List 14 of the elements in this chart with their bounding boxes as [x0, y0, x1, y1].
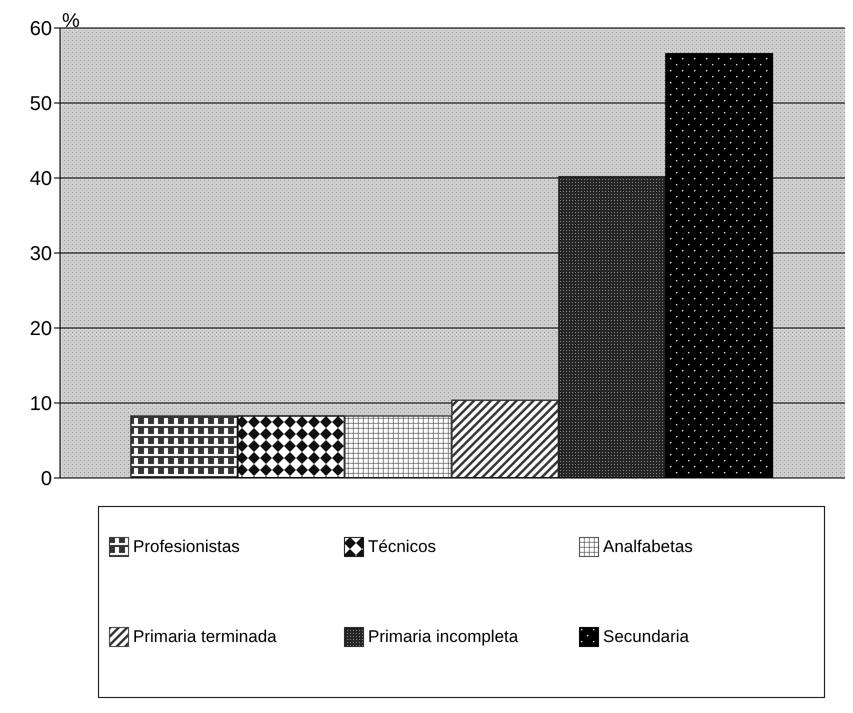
- legend-label: Profesionistas: [133, 537, 240, 557]
- y-tick-label: 20: [30, 318, 52, 340]
- y-tick-label: 40: [30, 168, 52, 190]
- legend-label: Técnicos: [368, 537, 436, 557]
- legend-label: Primaria incompleta: [368, 627, 518, 647]
- legend-label: Primaria terminada: [133, 627, 277, 647]
- y-tick-label: 0: [40, 468, 52, 490]
- legend-label: Analfabetas: [603, 537, 693, 557]
- y-tick-label: 50: [30, 93, 52, 116]
- y-tick-label: 60: [30, 18, 52, 40]
- legend-label: Secundaria: [603, 627, 690, 647]
- y-tick-label: 30: [30, 243, 52, 266]
- y-axis-title: %: [62, 10, 80, 33]
- y-tick-label: 10: [30, 393, 52, 416]
